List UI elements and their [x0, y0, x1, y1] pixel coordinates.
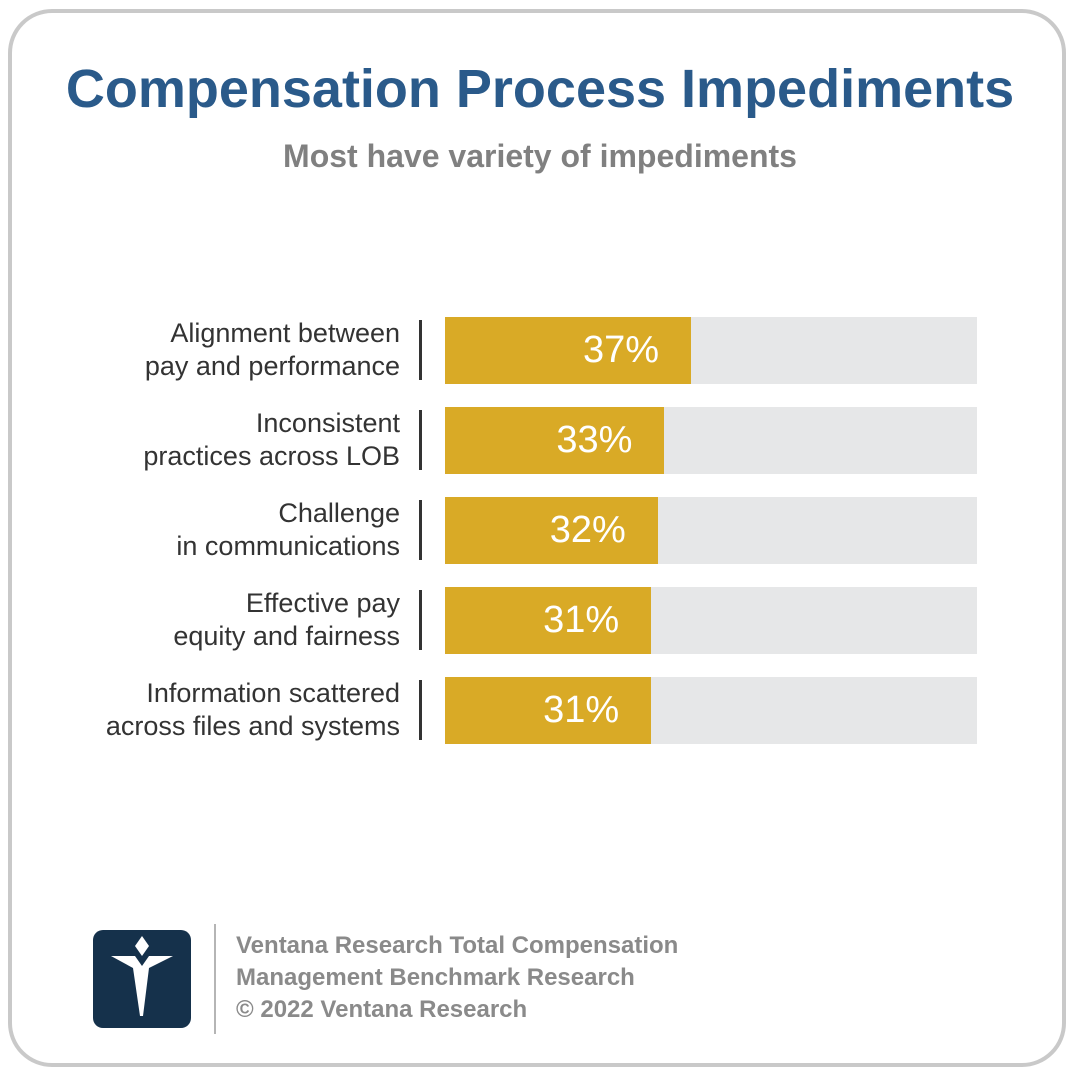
axis-tick [419, 590, 422, 650]
bar-track: 32% [445, 497, 977, 564]
axis-tick [419, 500, 422, 560]
page-subtitle: Most have variety of impediments [283, 138, 797, 174]
bar-track: 31% [445, 587, 977, 654]
category-label-line: practices across LOB [143, 441, 400, 471]
bar [445, 497, 658, 564]
category-label-line: Alignment between [170, 318, 400, 348]
bar [445, 587, 652, 654]
category-label: Alignment between pay and performance [20, 317, 400, 383]
axis-tick [419, 320, 422, 380]
category-label-line: Information scattered [146, 678, 400, 708]
category-label-line: Inconsistent [255, 408, 400, 438]
footer-source: Ventana Research Total Compensation Mana… [236, 930, 678, 1026]
axis-tick [419, 410, 422, 470]
category-label: Information scattered across files and sy… [20, 677, 400, 743]
bar-track: 31% [445, 677, 977, 744]
data-label: 32% [549, 509, 626, 551]
ventana-v-logo-icon-graphic [111, 936, 173, 1016]
category-label-line: Effective pay [245, 588, 400, 618]
data-label: 33% [556, 419, 633, 461]
data-label: 37% [582, 329, 660, 371]
category-label-line: equity and fairness [173, 621, 400, 651]
category-label-line: across files and systems [105, 711, 400, 741]
footer-line-3: © 2022 Ventana Research [236, 996, 528, 1023]
category-label: Challenge in communications [20, 497, 400, 563]
bar [445, 317, 692, 384]
category-label-line: Challenge [278, 498, 400, 528]
category-label-line: pay and performance [144, 351, 400, 381]
category-label: Effective pay equity and fairness [20, 587, 400, 653]
category-label: Inconsistent practices across LOB [20, 407, 400, 473]
footer-divider [214, 924, 216, 1034]
bar [445, 677, 652, 744]
footer-line-1: Ventana Research Total Compensation [236, 932, 679, 959]
data-label: 31% [543, 599, 620, 641]
data-label: 31% [543, 689, 620, 731]
axis-tick [419, 680, 422, 740]
page-title: Compensation Process Impediments [65, 59, 1015, 119]
ventana-v-logo-icon [93, 930, 191, 1028]
bar [445, 407, 665, 474]
category-label-line: in communications [176, 531, 400, 561]
footer-line-2: Management Benchmark Research [236, 964, 635, 991]
bar-track: 33% [445, 407, 977, 474]
bar-track: 37% [445, 317, 977, 384]
